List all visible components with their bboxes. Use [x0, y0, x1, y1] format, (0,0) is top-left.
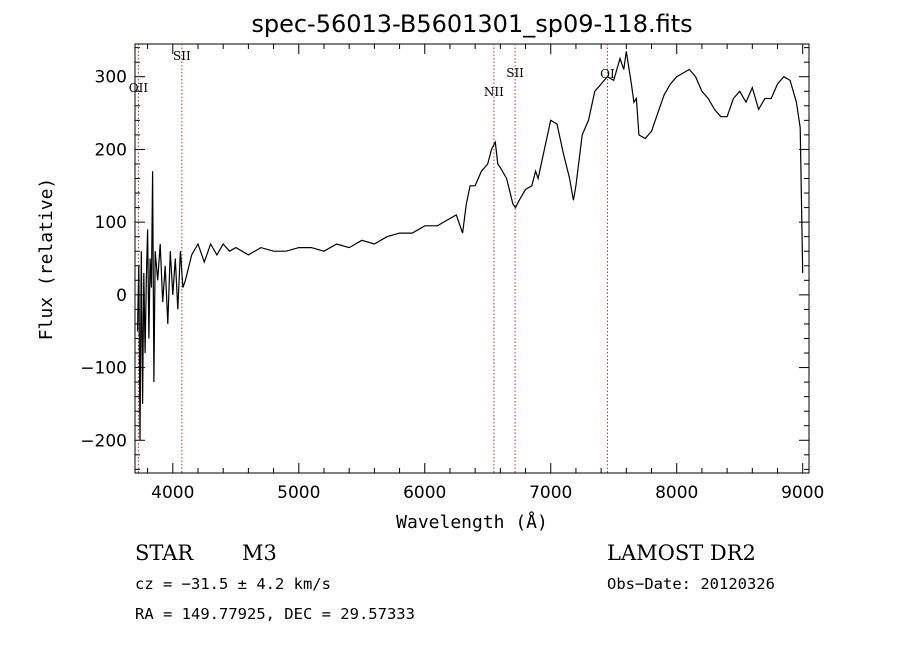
x-tick-label: 9000 [781, 483, 824, 503]
y-axis-label: Flux (relative) [36, 178, 57, 341]
y-tick-label: 300 [95, 68, 127, 88]
y-tick-label: 100 [95, 213, 127, 233]
object-subclass: M3 [242, 541, 277, 565]
spectrum-line [136, 51, 804, 441]
survey-name: LAMOST DR2 [607, 541, 756, 565]
emission-line-label: OII [129, 81, 149, 95]
axis-ticks: 4000 5000 6000 7000 8000 9000 −200 −100 0 100 200 3… [80, 44, 824, 503]
chart-title: spec-56013-B5601301_sp09-118.fits [251, 10, 692, 38]
emission-line-label: OI [600, 67, 615, 81]
y-tick-label: −100 [80, 359, 127, 379]
emission-line-label: SII [173, 49, 191, 63]
y-tick-label: 0 [116, 286, 127, 306]
x-tick-label: 6000 [403, 483, 446, 503]
x-axis-label: Wavelength (Å) [396, 511, 548, 533]
plot-frame [134, 43, 810, 474]
y-tick-label: 200 [95, 140, 127, 160]
coordinates: RA = 149.77925, DEC = 29.57333 [135, 605, 415, 623]
emission-line-label: SII [506, 66, 524, 80]
x-tick-label: 5000 [277, 483, 320, 503]
emission-line-label: NII [484, 85, 504, 99]
y-tick-label: −200 [80, 431, 127, 451]
object-class: STAR [135, 541, 194, 565]
redshift-info: cz = −31.5 ± 4.2 km/s [135, 575, 331, 593]
x-tick-label: 8000 [655, 483, 698, 503]
observation-date: Obs−Date: 20120326 [607, 575, 775, 593]
x-tick-label: 7000 [529, 483, 572, 503]
x-tick-label: 4000 [151, 483, 194, 503]
